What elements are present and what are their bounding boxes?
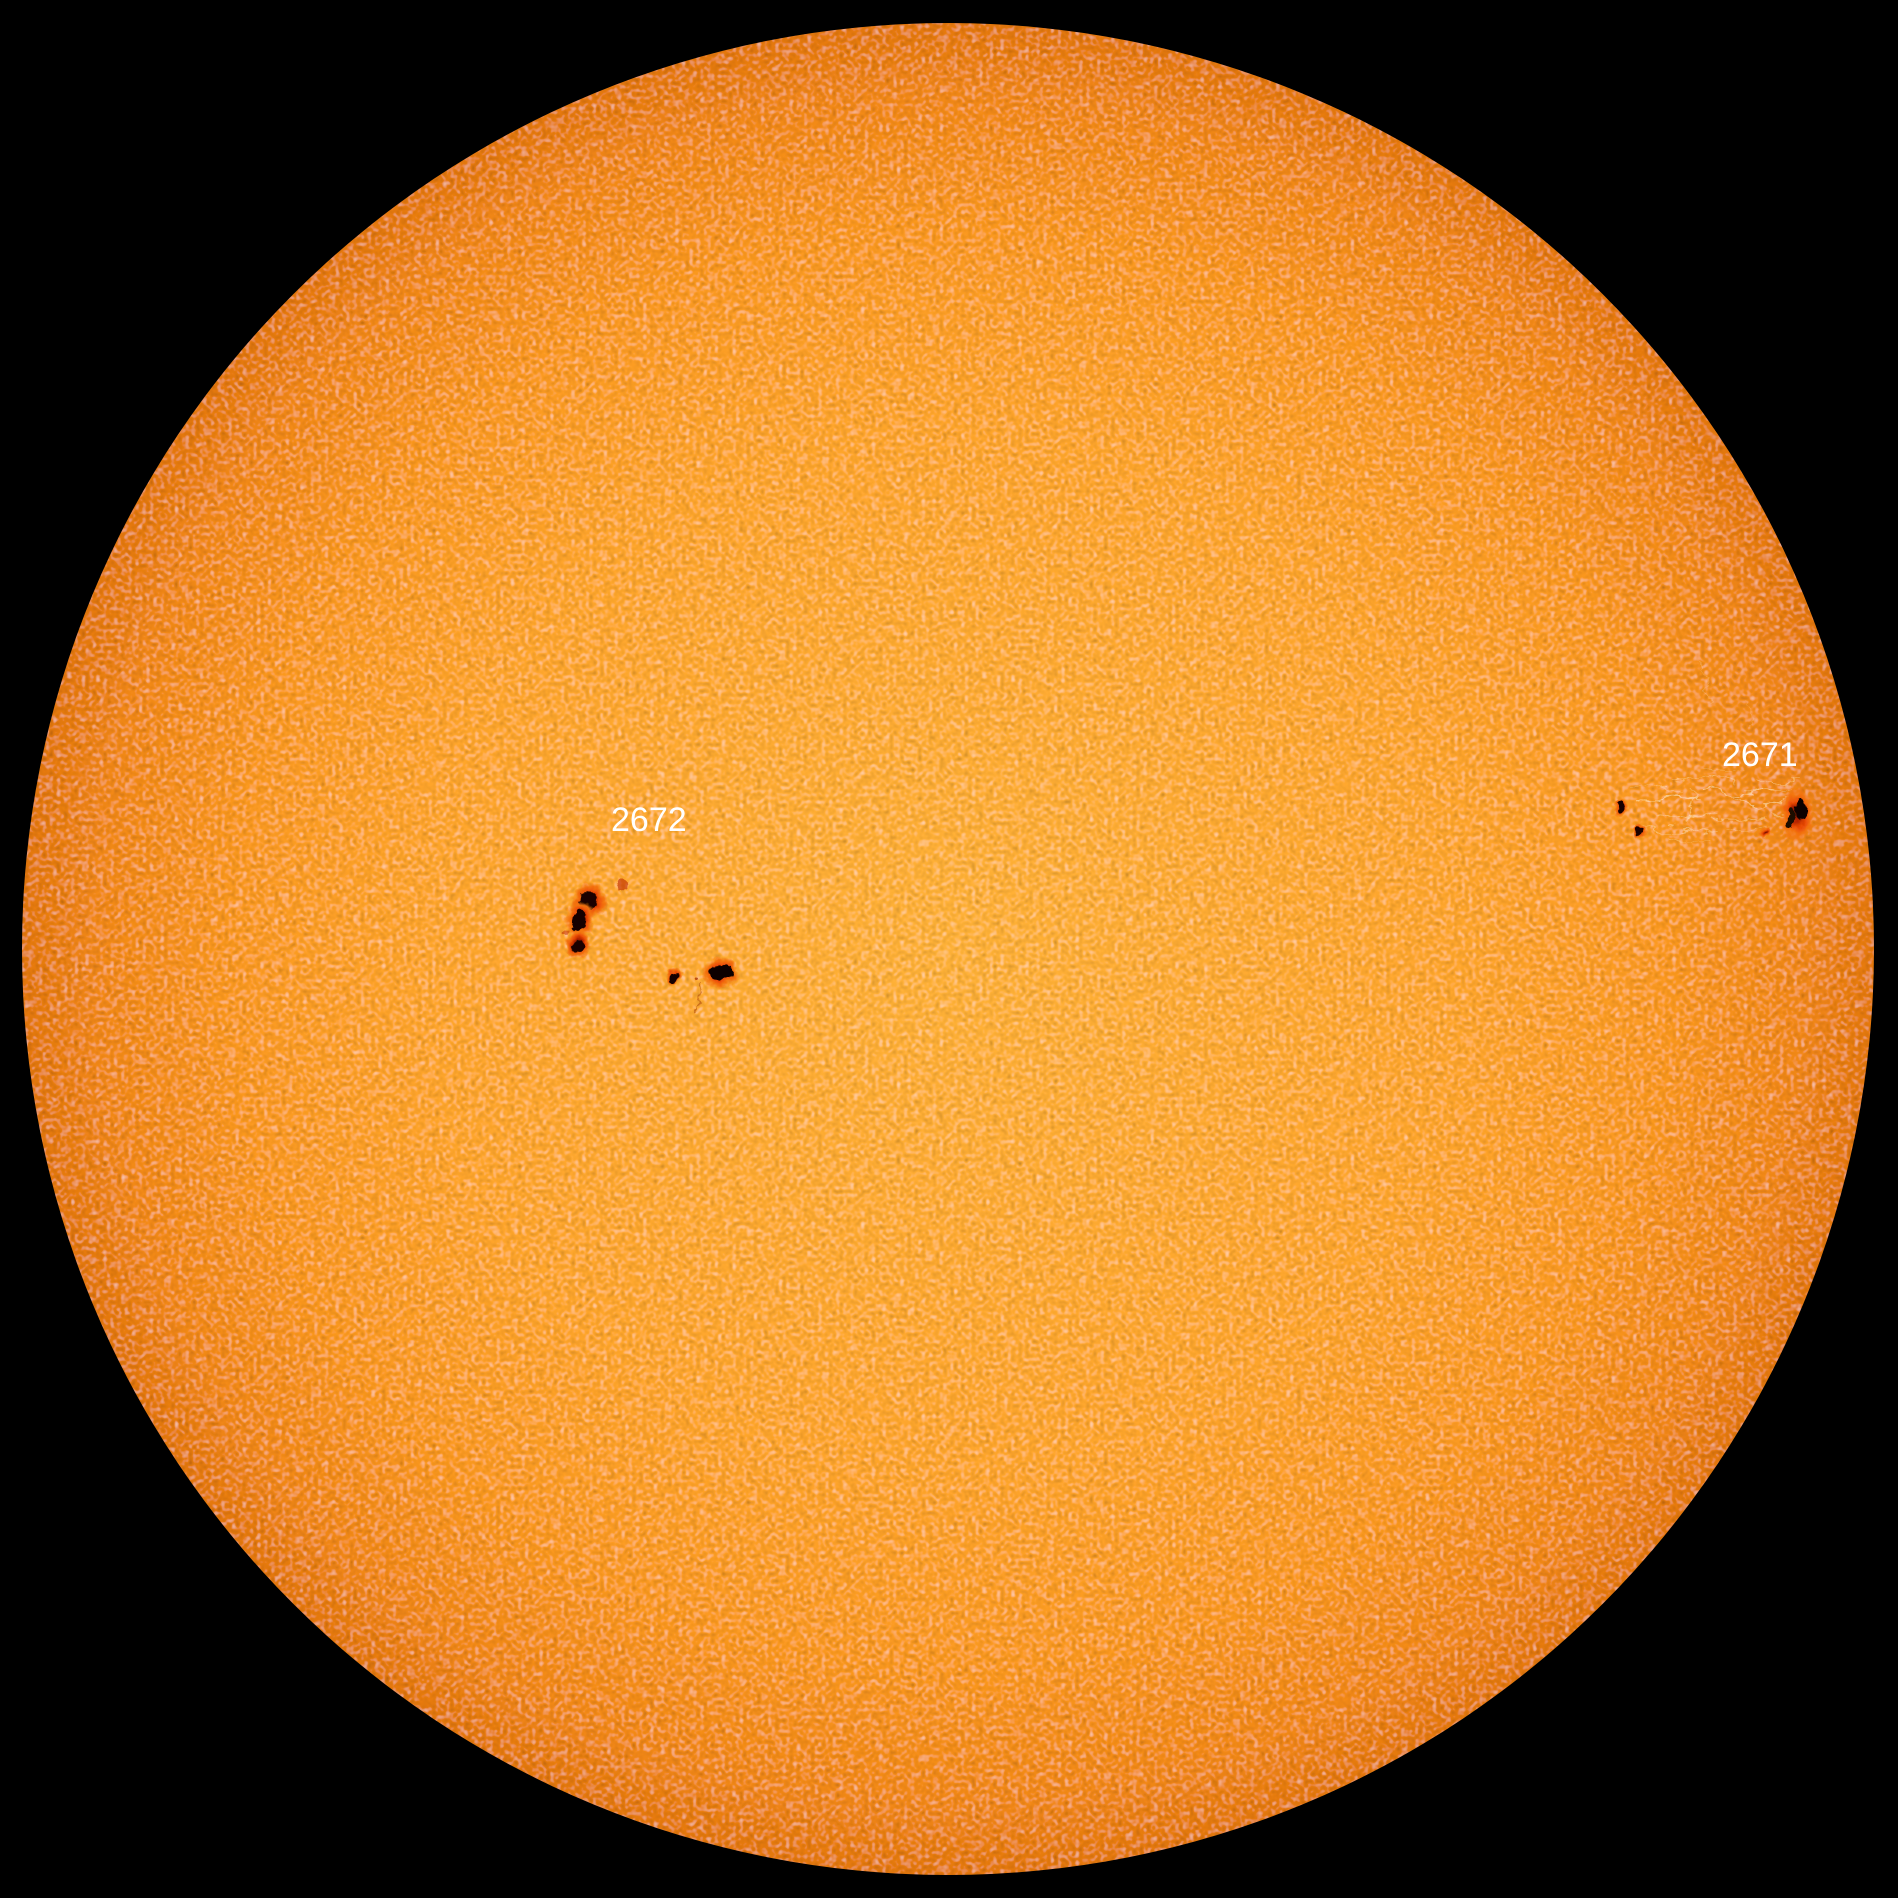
svg-text:2671: 2671 — [1722, 736, 1798, 774]
svg-text:2672: 2672 — [611, 801, 687, 839]
